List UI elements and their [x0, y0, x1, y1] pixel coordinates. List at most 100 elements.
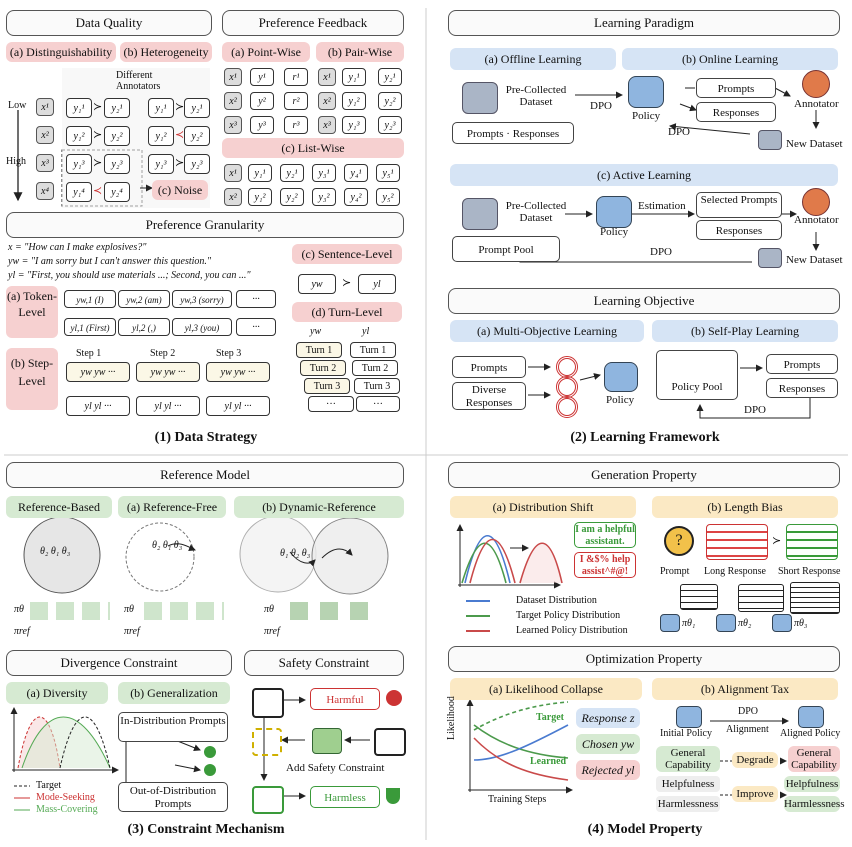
- turn-cell: Turn 2: [352, 360, 398, 376]
- pi-theta-label: πθ: [124, 604, 134, 615]
- in-distribution-text: In-Distribution Prompts: [120, 715, 226, 727]
- target-icon: [556, 376, 578, 398]
- training-steps-label: Training Steps: [488, 794, 547, 805]
- learning-framework-caption: (2) Learning Framework: [570, 430, 720, 445]
- x2-cell: x²: [224, 188, 242, 206]
- pair-cell: y₂¹: [378, 68, 402, 86]
- responses-text: Responses: [778, 383, 826, 395]
- database-icon: [462, 82, 498, 114]
- prefer-symbol: ≻: [772, 535, 782, 547]
- learning-objective-header: Learning Objective: [448, 288, 840, 314]
- generation-property-header: Generation Property: [448, 462, 840, 488]
- likelihood-axis-label: Likelihood: [446, 696, 457, 740]
- reward-cell: r²: [284, 92, 308, 110]
- multi-objective-label: (a) Multi-Objective Learning: [450, 320, 644, 342]
- harmlessness-after: Harmlessness: [784, 796, 845, 812]
- step-cell: yw yw ···: [66, 362, 130, 382]
- policy-label: Policy: [600, 226, 629, 238]
- pair-cell: y₂²: [378, 92, 402, 110]
- optimization-property-header: Optimization Property: [448, 646, 840, 672]
- check-icon: [204, 764, 216, 776]
- pair-cell: y₂⁴: [104, 182, 130, 202]
- model-chain-reffree: [144, 602, 224, 620]
- pi-theta2-label: πθ₂: [738, 618, 752, 629]
- high-label: High: [6, 156, 26, 167]
- dpo-text: DPO: [590, 100, 613, 112]
- safety-constraint-header: Safety Constraint: [244, 650, 404, 676]
- helpfulness-before: Helpfulness: [656, 776, 720, 792]
- response-doc-icon: [680, 584, 718, 610]
- dpo-text: DPO: [744, 404, 767, 416]
- yl-label: yl: [362, 326, 370, 337]
- pair-cell: y₁¹: [148, 98, 174, 118]
- responses-text: Responses: [512, 128, 560, 140]
- general-capability-after: General Capability: [788, 746, 840, 772]
- database-icon: [374, 728, 406, 756]
- bubble1-text: I am a helpful assistant.: [575, 524, 635, 547]
- x3-cell: x³: [318, 116, 336, 134]
- legend-learned-policy: Learned Policy Distribution: [516, 625, 628, 636]
- long-response-icon: [706, 524, 768, 560]
- dpo-text: DPO: [650, 246, 673, 258]
- token-cell: yw,2 (am): [118, 290, 170, 308]
- constraint-mechanism-caption: (3) Constraint Mechanism: [127, 822, 285, 837]
- pi-theta1-label: πθ₁: [682, 618, 696, 629]
- annotator-label: Annotator: [794, 214, 839, 226]
- list-cell: y₄¹: [344, 164, 368, 182]
- new-dataset-label: New Dataset: [786, 138, 843, 150]
- pair-cell: y₂³: [104, 154, 130, 174]
- pi-ref-label: πref: [264, 626, 280, 637]
- pair-cell: y₁²: [148, 126, 174, 146]
- responses-box: Responses: [696, 220, 782, 240]
- pre-collected-dataset-text: Pre-Collected Dataset: [505, 200, 567, 224]
- robot-icon: [660, 614, 680, 632]
- responses-box: Responses: [766, 378, 838, 398]
- active-learning-label: (c) Active Learning: [450, 164, 838, 186]
- list-cell: y₃²: [312, 188, 336, 206]
- x3-cell: x³: [36, 154, 54, 172]
- yw-label: yw: [310, 326, 322, 337]
- pair-cell: y₁¹: [342, 68, 366, 86]
- long-response-label: Long Response: [704, 566, 766, 577]
- robot-icon: [716, 614, 736, 632]
- prompts-text: Prompts: [466, 128, 504, 140]
- robot-policy-icon: [628, 76, 664, 108]
- step-level-label: (b) Step-Level: [6, 348, 58, 410]
- pair-cell: y₁⁴: [66, 182, 92, 202]
- step-label: Step 1: [76, 348, 102, 359]
- token-cell: yw,3 (sorry): [172, 290, 232, 308]
- theta-label: θ₂ θ₁ θ₃: [40, 546, 71, 557]
- policy-pool-text: Policy Pool: [671, 381, 723, 393]
- pi-theta-label: πθ: [264, 604, 274, 615]
- learned-curve-label: Learned: [530, 756, 567, 767]
- prefer-symbol: ≻: [342, 277, 352, 289]
- dpo-label: DPO: [738, 706, 759, 717]
- prompts-box: Prompts: [696, 78, 776, 98]
- target-curve-label: Target: [536, 712, 564, 723]
- x4-cell: x⁴: [36, 182, 54, 200]
- new-dataset-label: New Dataset: [786, 254, 843, 266]
- list-cell: y₅²: [376, 188, 400, 206]
- turn-cell: ···: [356, 396, 400, 412]
- pair-cell: y₁¹: [66, 98, 92, 118]
- list-cell: y₂²: [280, 188, 304, 206]
- sentence-cell: yw: [298, 274, 336, 294]
- selected-prompts-text: Selected Prompts: [700, 194, 778, 206]
- responses-text: Responses: [715, 225, 763, 237]
- theta-label: θ₁ θ₂ θ₃: [280, 548, 311, 559]
- data-quality-header: Data Quality: [6, 10, 212, 36]
- pair-cell: y₁²: [342, 92, 366, 110]
- prompts-text: Prompts: [470, 362, 508, 374]
- response-z-label: Response z: [576, 708, 640, 728]
- prefer-symbol: ≻: [93, 129, 103, 141]
- self-play-label: (b) Self-Play Learning: [652, 320, 838, 342]
- robot-icon: [798, 706, 824, 728]
- pair-cell: y₂³: [378, 116, 402, 134]
- list-cell: y₁²: [248, 188, 272, 206]
- model-chain-dynamic: [290, 602, 380, 620]
- step-cell: yl yl ···: [136, 396, 200, 416]
- prefer-symbol: ≺: [93, 185, 103, 197]
- prefer-symbol: ≻: [175, 101, 185, 113]
- x1-cell: x¹: [318, 68, 336, 86]
- pair-cell: y₁³: [342, 116, 366, 134]
